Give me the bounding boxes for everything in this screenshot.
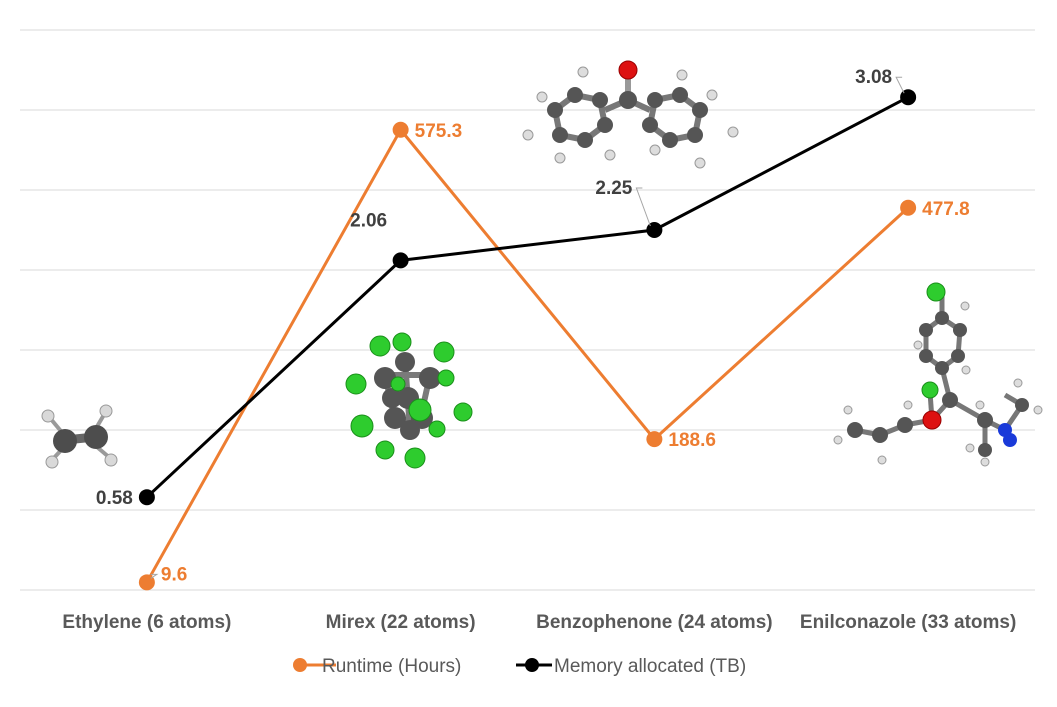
data-label-runtime: 477.8: [922, 199, 970, 220]
data-point-runtime: [646, 431, 663, 448]
data-label-memory: 2.06: [350, 210, 387, 231]
mirex-molecule-image: [345, 332, 473, 469]
label-leader-line: [150, 573, 159, 579]
enilconazole-molecule-image: [833, 282, 1043, 467]
legend-item-memory: Memory allocated (TB): [516, 656, 746, 677]
legend-label-memory: Memory allocated (TB): [554, 656, 746, 677]
data-point-memory: [138, 489, 155, 506]
data-labels: 9.6 575.3 188.6 477.8 0.58 2.06 2.25 3.08: [96, 67, 970, 585]
label-leader-line: [635, 187, 651, 227]
series-line-memory: [145, 95, 909, 499]
ethylene-molecule-image: [41, 404, 118, 469]
legend-item-runtime: Runtime (Hours): [293, 656, 461, 677]
legend: Runtime (Hours) Memory allocated (TB): [293, 656, 746, 677]
data-label-memory: 3.08: [855, 67, 892, 88]
data-point-runtime: [900, 199, 917, 216]
label-leader-line: [895, 76, 905, 94]
legend-marker-runtime: [293, 658, 307, 672]
data-point-memory: [646, 222, 663, 238]
data-label-runtime: 9.6: [161, 564, 187, 585]
category-label: Benzophenone (24 atoms): [536, 612, 772, 633]
legend-label-runtime: Runtime (Hours): [322, 656, 461, 677]
benzophenone-molecule-image: [522, 60, 739, 169]
data-label-memory: 0.58: [96, 488, 133, 509]
category-label: Ethylene (6 atoms): [62, 612, 231, 633]
data-label-memory: 2.25: [595, 178, 632, 199]
series-line-runtime: [145, 128, 910, 584]
legend-marker-memory: [525, 658, 539, 672]
data-point-memory: [900, 89, 917, 106]
data-label-runtime: 188.6: [668, 430, 716, 451]
category-label: Mirex (22 atoms): [326, 612, 476, 633]
data-point-memory: [392, 252, 409, 269]
category-label: Enilconazole (33 atoms): [800, 612, 1016, 633]
gridlines: [20, 29, 1035, 591]
category-axis-labels: Ethylene (6 atoms) Mirex (22 atoms) Benzop…: [62, 612, 1016, 633]
data-label-runtime: 575.3: [415, 121, 463, 142]
series-layer: [138, 89, 917, 591]
data-point-runtime: [392, 121, 409, 138]
